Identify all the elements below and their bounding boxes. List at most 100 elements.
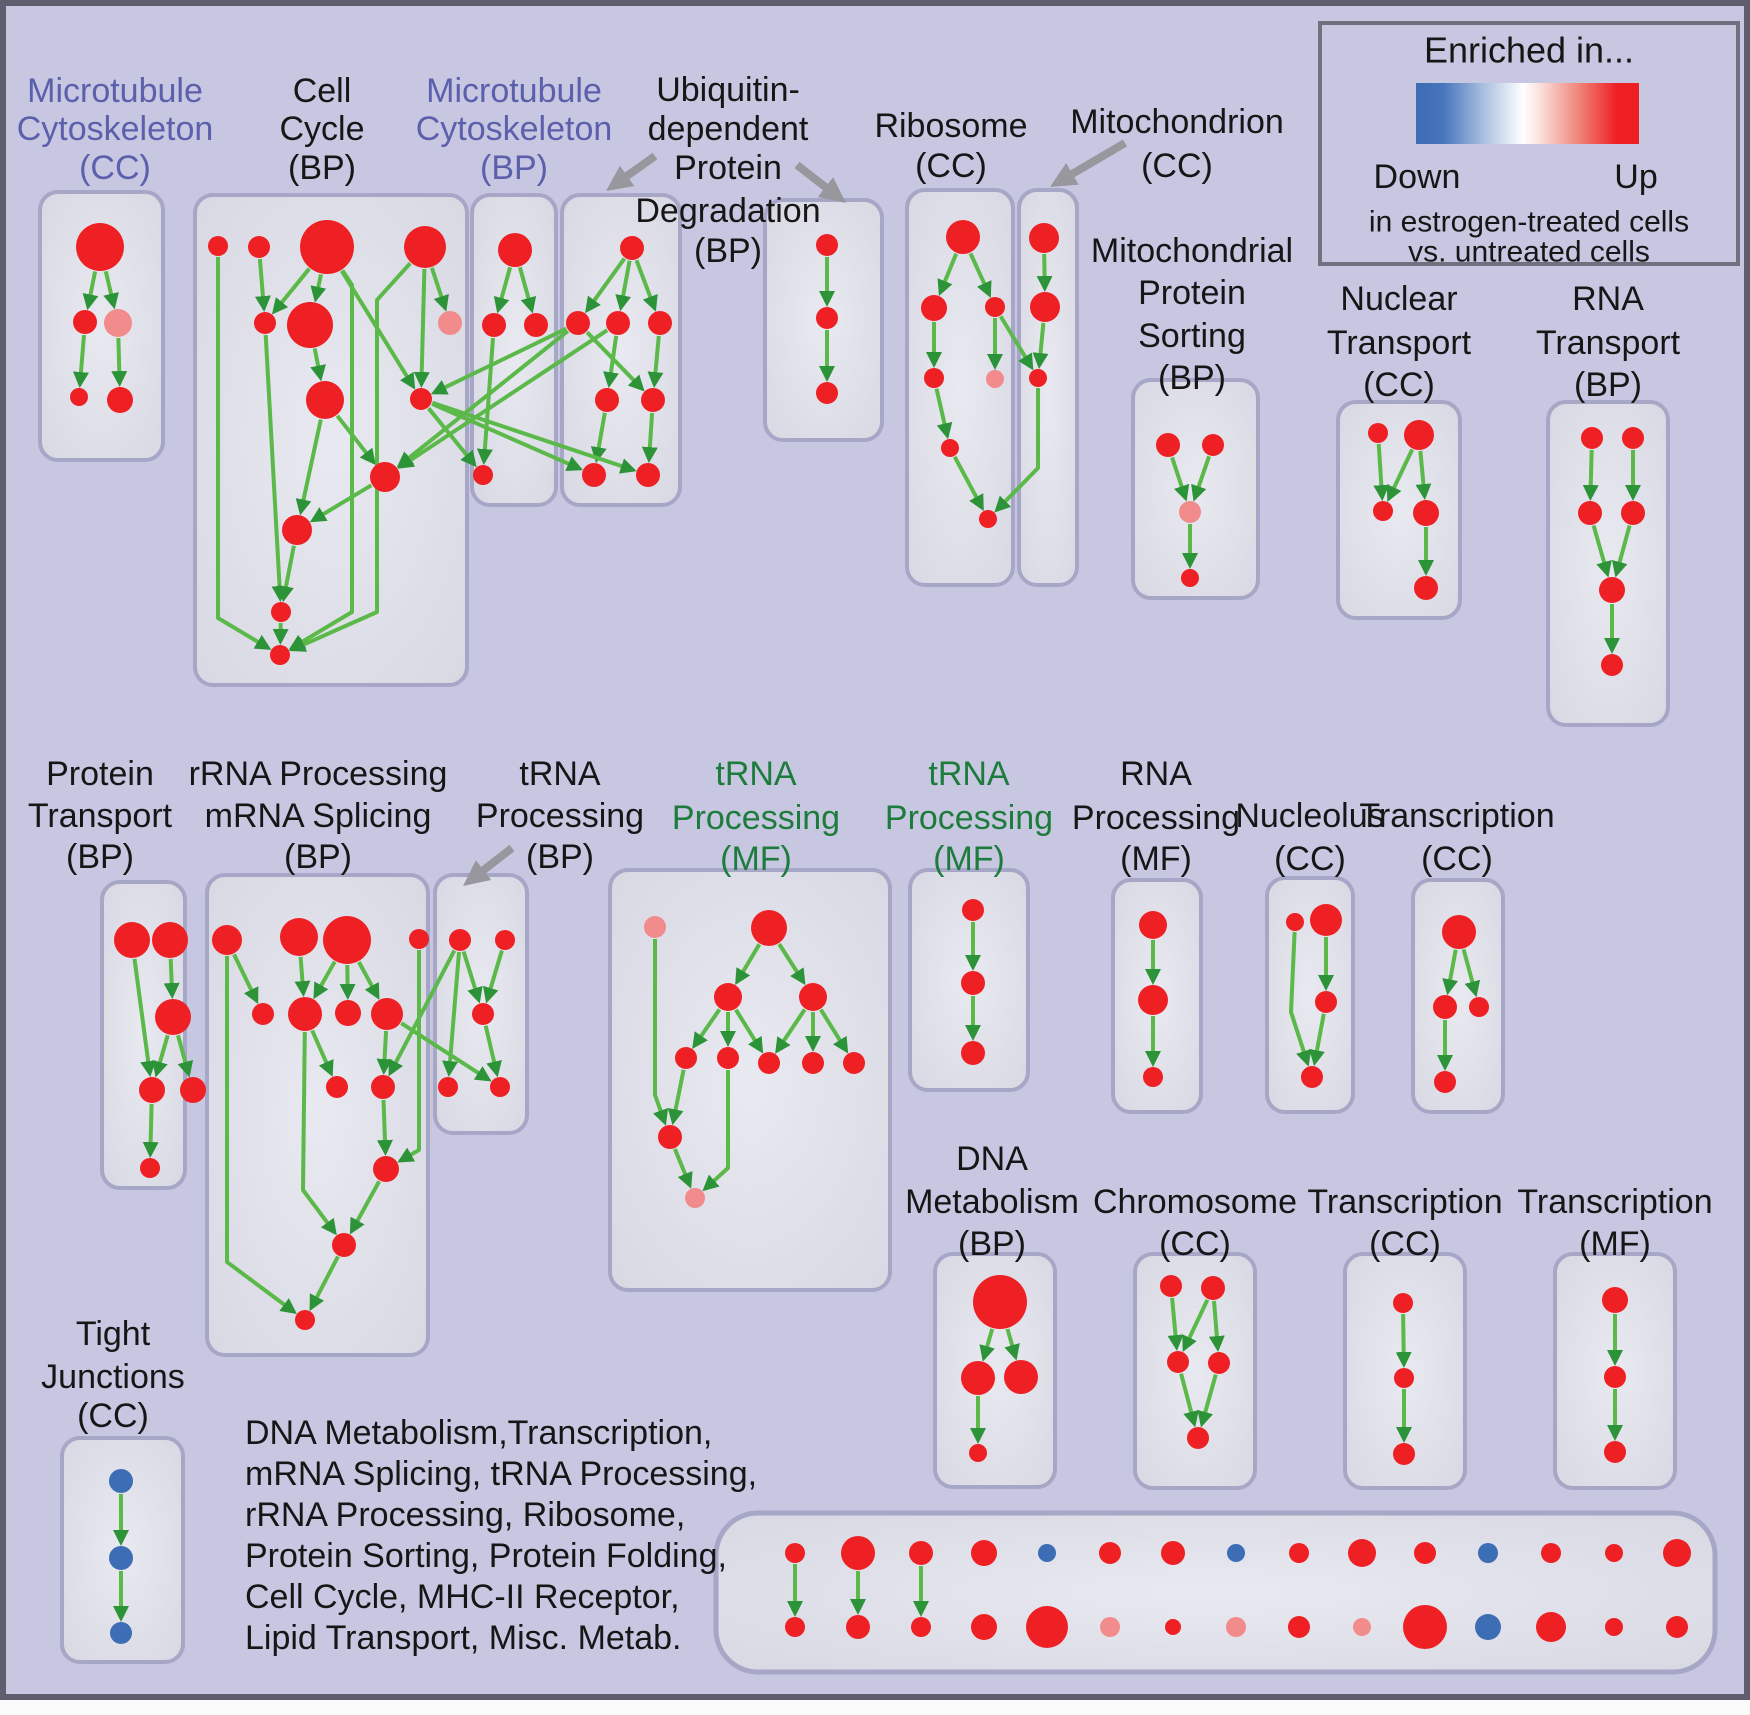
hierarchy-edge xyxy=(517,266,537,314)
legend-gradient-bar xyxy=(1416,83,1639,144)
go-term-node-tmf1.m8 xyxy=(843,1052,865,1074)
cluster-label-ub-line3: Protein xyxy=(674,149,782,187)
go-term-node-ub.C xyxy=(606,311,630,335)
go-term-node-mtcc.e xyxy=(107,387,133,413)
hierarchy-edge xyxy=(271,267,311,315)
hierarchy-edge xyxy=(493,266,513,314)
cluster-label-dna-line3: (BP) xyxy=(958,1225,1026,1263)
cluster-label-pt-line2: Transport xyxy=(28,797,173,835)
strip-node-bottom-12 xyxy=(1475,1614,1501,1640)
go-term-node-rt.T1 xyxy=(1581,427,1603,449)
hierarchy-edge xyxy=(1032,322,1049,370)
cluster-label-dna-line1: DNA xyxy=(956,1140,1028,1178)
cluster-label-nt-line1: Nuclear xyxy=(1340,280,1457,318)
go-term-node-mps.P2 xyxy=(1202,434,1224,456)
go-term-node-tmf3.x2 xyxy=(1604,1366,1626,1388)
go-term-node-tmf1.p1 xyxy=(644,916,666,938)
go-term-node-rib.R4 xyxy=(924,368,944,388)
go-term-node-rrna.r6 xyxy=(288,997,322,1031)
hierarchy-edge xyxy=(376,1030,393,1075)
hierarchy-edge xyxy=(461,950,483,1004)
cluster-label-cc-line3: (BP) xyxy=(288,149,356,187)
hierarchy-edge xyxy=(254,258,271,313)
hierarchy-edge xyxy=(289,261,412,652)
cluster-box-mtbp xyxy=(470,193,558,507)
hierarchy-edge xyxy=(667,1069,686,1126)
go-term-node-tmf2.s1 xyxy=(962,899,984,921)
hierarchy-edge xyxy=(673,1148,693,1189)
go-term-node-mtbp.a xyxy=(498,233,532,267)
hierarchy-edge xyxy=(735,943,762,985)
hierarchy-edge xyxy=(82,271,99,311)
hierarchy-edge xyxy=(142,1103,159,1158)
cluster-label-mtcc-line1: Microtubule xyxy=(27,72,203,110)
go-term-node-rpmf.q3 xyxy=(1143,1067,1163,1087)
cluster-label-tmf2-line2: Processing xyxy=(885,799,1053,837)
strip-node-bottom-2 xyxy=(846,1615,870,1639)
go-term-node-mito.M2 xyxy=(1030,292,1060,322)
cluster-box-rt xyxy=(1546,400,1670,727)
go-term-node-mps.P4 xyxy=(1181,569,1199,587)
strip-node-bottom-8 xyxy=(1226,1617,1246,1637)
go-term-node-tmf3.x1 xyxy=(1602,1287,1628,1313)
cluster-label-mps-line1: Mitochondrial xyxy=(1091,232,1293,270)
hierarchy-edge xyxy=(979,1328,995,1362)
go-term-node-tmf1.m1 xyxy=(751,910,787,946)
go-term-node-chr.c2 xyxy=(1201,1276,1225,1300)
go-term-node-rt.T4 xyxy=(1621,501,1645,525)
go-term-node-dna.d3 xyxy=(1004,1360,1038,1394)
legend-subtitle-line2: vs. untreated cells xyxy=(1408,236,1650,269)
go-term-node-mps.P1 xyxy=(1156,433,1180,457)
hierarchy-edge xyxy=(1208,1300,1225,1353)
cluster-box-mps xyxy=(1131,378,1260,600)
annotation-line-6: Lipid Transport, Misc. Metab. xyxy=(245,1619,682,1657)
hierarchy-edge xyxy=(585,257,627,314)
go-term-node-rt.T5 xyxy=(1599,577,1625,603)
cross-cluster-edge xyxy=(388,949,457,1077)
go-term-node-rpmf.q2 xyxy=(1138,985,1168,1015)
go-term-node-nuc.u2 xyxy=(1310,904,1342,936)
go-term-node-ub.E xyxy=(595,388,619,412)
cluster-label-tcc1-line2: (CC) xyxy=(1421,840,1493,878)
strip-node-top-5 xyxy=(1038,1544,1056,1562)
hierarchy-edge xyxy=(1591,524,1612,578)
go-term-node-dna.d1 xyxy=(973,1275,1027,1329)
go-term-node-tcc2.w1 xyxy=(1393,1293,1413,1313)
go-term-node-nt.N2 xyxy=(1404,420,1434,450)
cluster-label-chr-line2: (CC) xyxy=(1159,1225,1231,1263)
cluster-label-tmf1-line2: Processing xyxy=(672,799,840,837)
cluster-label-rib-line1: Ribosome xyxy=(874,107,1027,145)
go-term-node-cc.n1 xyxy=(208,236,228,256)
go-term-node-cc.n10 xyxy=(370,462,400,492)
go-term-node-tbp.t3 xyxy=(472,1003,494,1025)
go-term-node-ub.D xyxy=(648,311,672,335)
hierarchy-edge xyxy=(937,252,959,296)
go-term-node-mtcc.b xyxy=(73,310,97,334)
cluster-label-rpmf-line1: RNA xyxy=(1120,755,1192,793)
hierarchy-edge xyxy=(430,267,449,312)
go-term-node-pt.PT1 xyxy=(114,922,150,958)
hierarchy-edge xyxy=(357,961,380,1000)
hierarchy-edge xyxy=(225,956,297,1315)
hierarchy-edge xyxy=(653,939,669,1126)
go-term-node-rt.T3 xyxy=(1578,501,1602,525)
go-term-node-nt.N1 xyxy=(1368,423,1388,443)
cross-cluster-edge xyxy=(396,329,570,468)
go-term-node-tj.j2 xyxy=(109,1546,133,1570)
cluster-box-mtcc xyxy=(38,190,165,462)
strip-node-bottom-15 xyxy=(1666,1616,1688,1638)
go-term-node-cc.n9 xyxy=(410,388,432,410)
cluster-label-rt-line2: Transport xyxy=(1536,324,1681,362)
strip-node-bottom-14 xyxy=(1605,1618,1623,1636)
hierarchy-edge xyxy=(777,942,806,986)
cluster-label-mtbp-line3: (BP) xyxy=(480,149,548,187)
cluster-label-tmf2-line1: tRNA xyxy=(928,755,1010,793)
annotation-line-5: Cell Cycle, MHC-II Receptor, xyxy=(245,1578,680,1616)
go-term-node-tbp.t1 xyxy=(449,929,471,951)
hierarchy-edge xyxy=(73,334,89,389)
go-term-node-rib.R3 xyxy=(985,297,1005,317)
go-term-node-rib.R2 xyxy=(921,295,947,321)
ubiquitin-right-pointer-arrow-icon xyxy=(794,161,847,203)
hierarchy-edge xyxy=(152,1034,170,1078)
legend-up-label: Up xyxy=(1614,158,1657,196)
